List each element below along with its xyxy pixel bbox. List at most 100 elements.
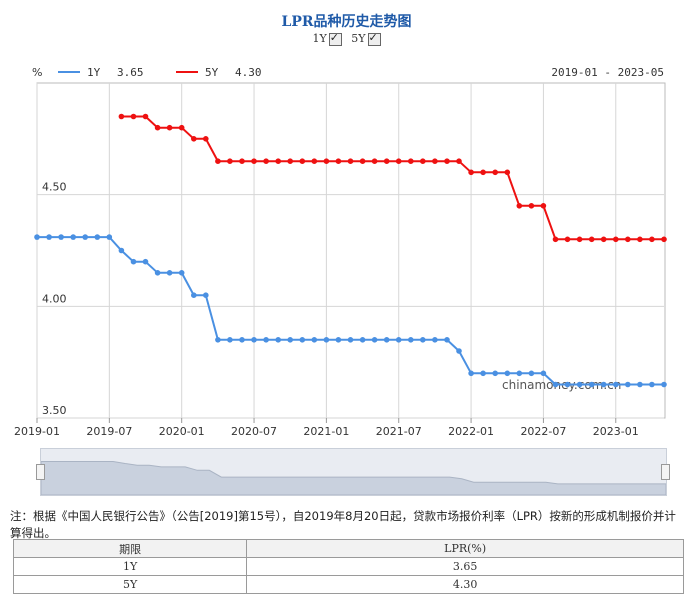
data-point-5y[interactable] [480, 169, 486, 176]
data-point-1y[interactable] [227, 337, 233, 343]
data-point-5y[interactable] [625, 236, 631, 243]
data-point-5y[interactable] [661, 236, 667, 243]
data-point-1y[interactable] [311, 337, 318, 343]
data-point-1y[interactable] [540, 370, 547, 377]
data-point-5y[interactable] [649, 236, 655, 243]
data-point-5y[interactable] [371, 158, 378, 164]
data-point-1y[interactable] [94, 234, 101, 240]
data-point-1y[interactable] [516, 370, 523, 377]
navigator-right-handle[interactable] [661, 464, 670, 480]
data-point-1y[interactable] [420, 337, 426, 343]
data-point-5y[interactable] [130, 113, 137, 120]
data-point-5y[interactable] [420, 158, 426, 164]
data-point-5y[interactable] [191, 136, 197, 142]
data-point-1y[interactable] [191, 292, 197, 299]
data-point-1y[interactable] [649, 381, 655, 388]
data-point-5y[interactable] [118, 113, 125, 120]
data-point-5y[interactable] [576, 236, 583, 243]
data-point-5y[interactable] [239, 158, 245, 164]
data-point-1y[interactable] [34, 234, 40, 240]
toggle-5y[interactable]: 5Y [351, 31, 381, 46]
data-point-5y[interactable] [516, 203, 523, 209]
data-point-1y[interactable] [166, 270, 173, 276]
data-point-5y[interactable] [444, 158, 450, 164]
data-point-1y[interactable] [468, 370, 474, 377]
data-point-1y[interactable] [215, 337, 221, 343]
data-point-1y[interactable] [251, 337, 257, 343]
range-navigator[interactable] [40, 448, 667, 496]
toggle-1y-checkbox[interactable] [328, 31, 342, 46]
data-point-5y[interactable] [456, 158, 462, 164]
data-point-5y[interactable] [552, 236, 559, 243]
data-point-5y[interactable] [275, 158, 282, 164]
data-point-1y[interactable] [444, 337, 450, 343]
data-point-5y[interactable] [154, 124, 161, 131]
data-point-1y[interactable] [106, 234, 113, 240]
data-point-5y[interactable] [383, 158, 390, 164]
data-point-1y[interactable] [383, 337, 390, 343]
data-point-5y[interactable] [613, 236, 619, 243]
data-point-1y[interactable] [600, 381, 607, 388]
data-point-1y[interactable] [359, 337, 366, 343]
navigator-left-handle[interactable] [36, 464, 45, 480]
data-point-1y[interactable] [492, 370, 499, 377]
data-point-1y[interactable] [637, 381, 643, 388]
data-point-1y[interactable] [287, 337, 294, 343]
data-point-1y[interactable] [588, 381, 595, 388]
data-point-5y[interactable] [588, 236, 595, 243]
data-point-1y[interactable] [118, 247, 125, 254]
data-point-1y[interactable] [480, 370, 486, 377]
data-point-1y[interactable] [263, 337, 269, 343]
toggle-1y[interactable]: 1Y [312, 31, 342, 46]
data-point-5y[interactable] [142, 113, 149, 120]
legend-5y-name[interactable]: 5Y [205, 66, 219, 79]
data-point-5y[interactable] [335, 158, 342, 164]
data-point-1y[interactable] [142, 258, 149, 265]
data-point-5y[interactable] [540, 203, 547, 209]
data-point-5y[interactable] [166, 124, 173, 131]
toggle-5y-checkbox[interactable] [367, 31, 381, 46]
data-point-5y[interactable] [395, 158, 402, 164]
data-point-5y[interactable] [323, 158, 330, 164]
data-point-1y[interactable] [154, 270, 161, 276]
data-point-1y[interactable] [58, 234, 64, 240]
data-point-1y[interactable] [576, 381, 583, 388]
data-point-1y[interactable] [408, 337, 414, 343]
data-point-1y[interactable] [564, 381, 571, 388]
data-point-1y[interactable] [275, 337, 282, 343]
data-point-5y[interactable] [263, 158, 269, 164]
data-point-5y[interactable] [492, 169, 499, 176]
data-point-5y[interactable] [311, 158, 318, 164]
data-point-5y[interactable] [251, 158, 257, 164]
data-point-1y[interactable] [528, 370, 535, 377]
data-point-1y[interactable] [299, 337, 306, 343]
data-point-1y[interactable] [82, 234, 88, 240]
data-point-1y[interactable] [70, 234, 76, 240]
data-point-5y[interactable] [432, 158, 438, 164]
data-point-5y[interactable] [564, 236, 571, 243]
data-point-5y[interactable] [408, 158, 414, 164]
data-point-1y[interactable] [661, 381, 667, 388]
data-point-1y[interactable] [395, 337, 402, 343]
data-point-5y[interactable] [637, 236, 643, 243]
data-point-1y[interactable] [371, 337, 378, 343]
data-point-5y[interactable] [600, 236, 607, 243]
data-point-5y[interactable] [203, 136, 209, 142]
data-point-1y[interactable] [456, 348, 462, 354]
data-point-1y[interactable] [432, 337, 438, 343]
data-point-5y[interactable] [227, 158, 233, 164]
data-point-5y[interactable] [468, 169, 474, 176]
data-point-5y[interactable] [215, 158, 221, 164]
data-point-1y[interactable] [46, 234, 52, 240]
legend-1y-name[interactable]: 1Y [87, 66, 101, 79]
data-point-1y[interactable] [130, 258, 137, 265]
data-point-1y[interactable] [203, 292, 209, 299]
data-point-1y[interactable] [239, 337, 245, 343]
data-point-5y[interactable] [504, 169, 511, 176]
data-point-5y[interactable] [178, 124, 185, 131]
data-point-1y[interactable] [552, 381, 559, 388]
data-point-5y[interactable] [359, 158, 366, 164]
data-point-1y[interactable] [504, 370, 511, 377]
data-point-1y[interactable] [625, 381, 631, 388]
data-point-1y[interactable] [335, 337, 342, 343]
